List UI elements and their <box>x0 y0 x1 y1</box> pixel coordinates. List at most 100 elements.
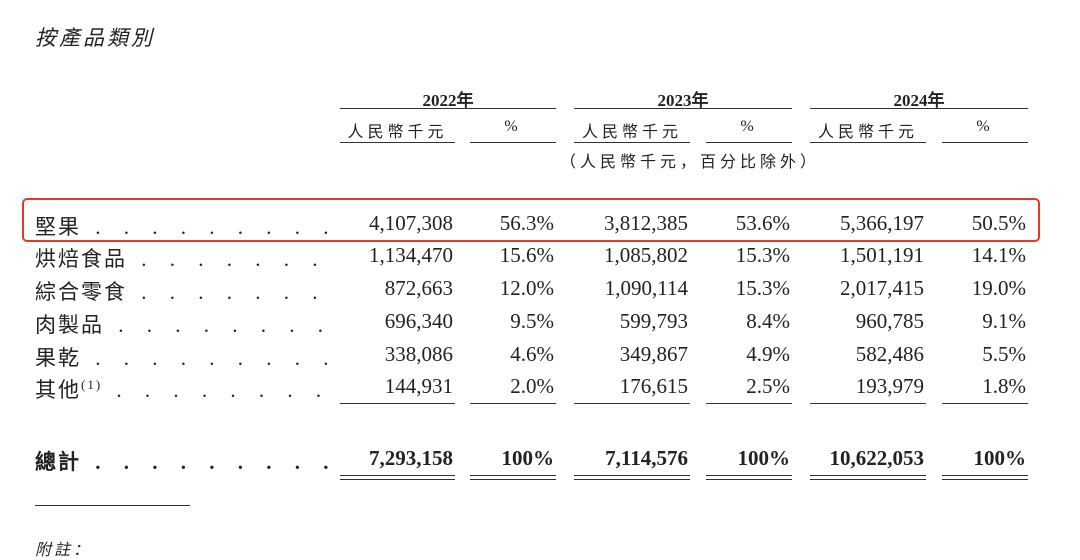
cell-value: 3,812,385 <box>604 211 688 235</box>
cell-value: 349,867 <box>619 342 688 366</box>
cell-value: 193,979 <box>855 374 924 398</box>
section-title: 按產品類別 <box>35 26 155 50</box>
cell-value: 8.4% <box>746 309 790 333</box>
table-row: 肉製品 . . . . . . . . . . . . . . . . . . … <box>0 309 1080 339</box>
year-underline <box>574 108 792 109</box>
leader-dots: . . . . . . . . . . . . . . . . . . . . … <box>141 247 335 271</box>
cell-value: 1,134,470 <box>369 243 453 267</box>
cell-value: 7,114,576 <box>605 446 688 470</box>
row-label: 其他(1) . . . . . . . . . . . . . . . . . … <box>35 374 335 404</box>
row-label: 烘焙食品 . . . . . . . . . . . . . . . . . .… <box>35 243 335 273</box>
total-double-rule <box>574 475 690 480</box>
cell-value: 1,501,191 <box>840 243 924 267</box>
cell-value: 19.0% <box>971 276 1026 300</box>
cell-value: 9.5% <box>510 309 554 333</box>
cell-value: 15.3% <box>735 276 790 300</box>
year-header: 2024年 <box>893 91 945 110</box>
subtotal-rule <box>470 403 556 404</box>
footnote-ref: (1) <box>81 377 103 392</box>
table-row: 其他(1) . . . . . . . . . . . . . . . . . … <box>0 374 1080 404</box>
unit-underline <box>706 142 792 143</box>
cell-value: 5,366,197 <box>840 211 924 235</box>
unit-header: % <box>504 118 522 135</box>
cell-value: 338,086 <box>384 342 453 366</box>
footnote-divider <box>35 505 190 506</box>
row-label: 總計 . . . . . . . . . . . . . . . . . . .… <box>35 446 335 476</box>
cell-value: 4.6% <box>510 342 554 366</box>
cell-value: 4.9% <box>746 342 790 366</box>
unit-underline <box>470 142 556 143</box>
category-name: 總計 <box>35 450 81 474</box>
leader-dots: . . . . . . . . . . . . . . . . . . . . … <box>95 215 335 239</box>
total-double-rule <box>340 475 455 480</box>
unit-header: 人民幣千元 <box>347 124 448 141</box>
year-header: 2022年 <box>422 91 474 110</box>
subtotal-rule <box>942 403 1028 404</box>
cell-value: 1,085,802 <box>604 243 688 267</box>
cell-value: 53.6% <box>735 211 790 235</box>
cell-value: 4,107,308 <box>369 211 453 235</box>
table-row: 果乾 . . . . . . . . . . . . . . . . . . .… <box>0 342 1080 372</box>
unit-header: % <box>976 118 994 135</box>
cell-value: 7,293,158 <box>369 446 453 470</box>
unit-header: 人民幣千元 <box>581 124 682 141</box>
row-label: 肉製品 . . . . . . . . . . . . . . . . . . … <box>35 309 335 339</box>
cell-value: 872,663 <box>384 276 453 300</box>
cell-value: 599,793 <box>619 309 688 333</box>
cell-value: 15.6% <box>499 243 554 267</box>
cell-value: 10,622,053 <box>829 446 925 470</box>
row-label: 綜合零食 . . . . . . . . . . . . . . . . . .… <box>35 276 335 306</box>
unit-underline <box>340 142 455 143</box>
leader-dots: . . . . . . . . . . . . . . . . . . . . … <box>95 450 335 474</box>
cell-value: 144,931 <box>384 374 453 398</box>
cell-value: 960,785 <box>855 309 924 333</box>
table-row: 堅果 . . . . . . . . . . . . . . . . . . .… <box>0 211 1080 241</box>
subtotal-rule <box>574 403 690 404</box>
cell-value: 5.5% <box>982 342 1026 366</box>
leader-dots: . . . . . . . . . . . . . . . . . . . . … <box>141 280 335 304</box>
leader-dots: . . . . . . . . . . . . . . . . . . . . … <box>116 378 335 402</box>
subtotal-rule <box>340 403 455 404</box>
cell-value: 582,486 <box>855 342 924 366</box>
cell-value: 696,340 <box>384 309 453 333</box>
cell-value: 14.1% <box>971 243 1026 267</box>
unit-header: 人民幣千元 <box>817 124 918 141</box>
cell-value: 56.3% <box>499 211 554 235</box>
cell-value: 176,615 <box>619 374 688 398</box>
category-name: 烘焙食品 <box>35 247 127 271</box>
subtotal-rule <box>810 403 926 404</box>
highlight-box <box>22 198 1040 242</box>
subtotal-rule <box>706 403 792 404</box>
unit-underline <box>942 142 1028 143</box>
table-row: 綜合零食 . . . . . . . . . . . . . . . . . .… <box>0 276 1080 306</box>
cell-value: 1,090,114 <box>604 276 688 300</box>
cell-value: 2.5% <box>746 374 790 398</box>
category-name: 肉製品 <box>35 313 104 337</box>
leader-dots: . . . . . . . . . . . . . . . . . . . . … <box>118 313 335 337</box>
cell-value: 100% <box>737 446 791 470</box>
cell-value: 2.0% <box>510 374 554 398</box>
category-name: 果乾 <box>35 346 81 370</box>
category-name: 綜合零食 <box>35 280 127 304</box>
unit-underline <box>810 142 926 143</box>
table-row: 烘焙食品 . . . . . . . . . . . . . . . . . .… <box>0 243 1080 273</box>
footnote-heading: 附註： <box>35 542 93 559</box>
year-header: 2023年 <box>657 91 709 110</box>
cell-value: 100% <box>501 446 555 470</box>
total-double-rule <box>942 475 1028 480</box>
row-label: 堅果 . . . . . . . . . . . . . . . . . . .… <box>35 211 335 241</box>
total-double-rule <box>470 475 556 480</box>
cell-value: 1.8% <box>982 374 1026 398</box>
unit-header: % <box>740 118 758 135</box>
year-underline <box>810 108 1028 109</box>
category-name: 其他 <box>35 378 81 402</box>
total-double-rule <box>810 475 926 480</box>
cell-value: 2,017,415 <box>840 276 924 300</box>
cell-value: 50.5% <box>971 211 1026 235</box>
year-underline <box>340 108 556 109</box>
table-row: 總計 . . . . . . . . . . . . . . . . . . .… <box>0 446 1080 476</box>
cell-value: 100% <box>973 446 1027 470</box>
total-double-rule <box>706 475 792 480</box>
cell-value: 9.1% <box>982 309 1026 333</box>
cell-value: 12.0% <box>499 276 554 300</box>
